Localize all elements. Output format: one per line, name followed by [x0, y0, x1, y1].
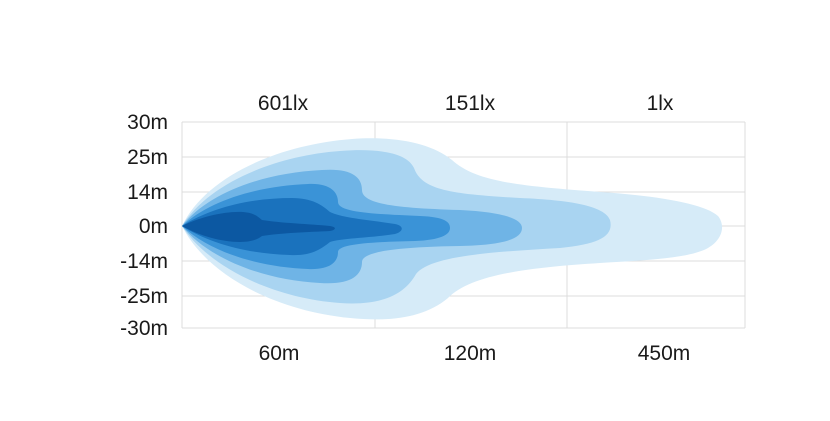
x-tick-label: 60m	[259, 342, 300, 365]
x-tick-label: 120m	[444, 342, 497, 365]
x-tick-labels: 60m 120m 450m	[259, 342, 691, 365]
y-tick-label: 30m	[127, 111, 168, 134]
lux-label: 151lx	[445, 92, 496, 115]
y-tick-labels: 30m 25m 14m 0m -14m -25m -30m	[120, 111, 168, 340]
y-tick-label: 14m	[127, 181, 168, 204]
lux-label: 601lx	[258, 92, 309, 115]
lux-label: 1lx	[647, 92, 674, 115]
x-tick-label: 450m	[638, 342, 691, 365]
lux-labels: 601lx 151lx 1lx	[258, 92, 674, 115]
y-tick-label: -14m	[120, 250, 168, 273]
y-tick-label: 25m	[127, 146, 168, 169]
zone-level-6	[182, 211, 335, 242]
y-tick-label: -30m	[120, 317, 168, 340]
y-tick-label: 0m	[139, 215, 168, 238]
y-tick-label: -25m	[120, 285, 168, 308]
illumination-zones	[182, 138, 723, 320]
